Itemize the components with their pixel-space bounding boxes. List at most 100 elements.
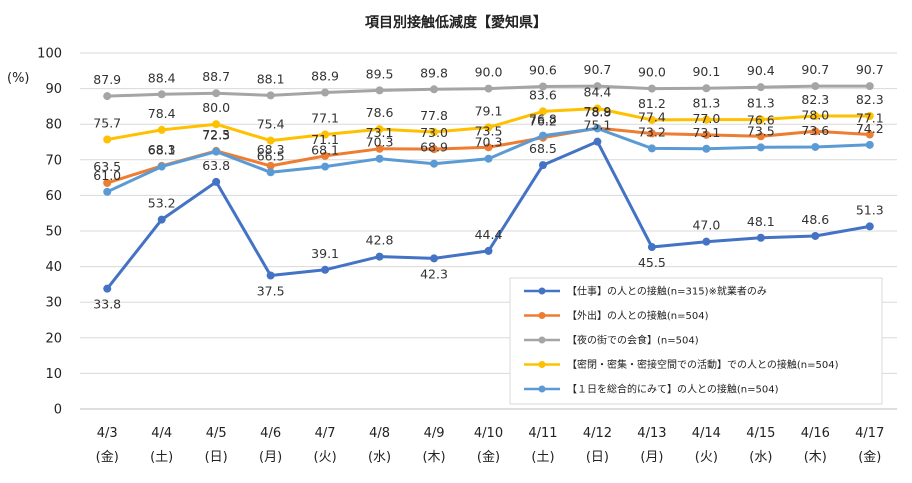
x-tick-label: 4/17 (855, 426, 884, 441)
x-tick-label: 4/12 (583, 426, 612, 441)
data-point (321, 88, 330, 97)
data-label: 77.1 (856, 111, 884, 126)
y-axis-ticks: 0 10 20 30 40 50 60 70 80 90 100 (37, 47, 62, 418)
data-label: 39.1 (311, 246, 339, 261)
data-point (593, 137, 602, 146)
data-point (484, 143, 493, 152)
data-point (103, 284, 112, 293)
data-label: 63.8 (202, 158, 230, 173)
data-label: 90.0 (475, 65, 503, 80)
data-label: 72.3 (202, 128, 230, 143)
data-label: 79.1 (475, 103, 503, 118)
data-label: 81.3 (692, 96, 720, 111)
data-point (756, 143, 765, 152)
x-tick-weekday: (月) (640, 450, 663, 465)
y-tick-label: 30 (45, 296, 62, 311)
data-label: 90.1 (692, 64, 720, 79)
data-point (647, 84, 656, 93)
data-label: 83.6 (529, 87, 557, 102)
y-tick-label: 100 (37, 47, 62, 62)
data-label: 84.4 (584, 85, 612, 100)
legend-label: 【１日を総合的にみて】の人との接触(n=504) (567, 383, 779, 396)
data-point (430, 128, 439, 137)
data-point (702, 84, 711, 93)
data-point (321, 162, 330, 171)
data-point (266, 271, 275, 280)
data-label: 80.0 (202, 100, 230, 115)
data-label: 44.4 (475, 227, 503, 242)
data-labels: 33.8 53.2 63.8 37.5 39.1 42.8 42.3 44.4 68.5 75.1… (93, 62, 883, 312)
data-label: 70.3 (366, 135, 394, 150)
data-point (865, 222, 874, 231)
y-tick-label: 60 (45, 189, 62, 204)
x-tick-weekday: (土) (150, 450, 173, 465)
x-tick-label: 4/15 (746, 426, 775, 441)
data-point (430, 159, 439, 168)
data-point (375, 252, 384, 261)
data-point (811, 231, 820, 240)
data-label: 82.3 (801, 92, 829, 107)
data-label: 77.1 (311, 111, 339, 126)
x-tick-label: 4/14 (692, 426, 721, 441)
y-tick-label: 0 (54, 403, 62, 418)
x-axis-labels: 4/3 (金) 4/4 (土) 4/5 (日) 4/6 (月) 4/7 (火) 4/8 (水) 4/9 (… (96, 426, 885, 465)
data-point (865, 130, 874, 139)
data-point (538, 131, 547, 140)
data-point (865, 112, 874, 121)
data-label: 78.8 (584, 104, 612, 119)
data-label: 77.4 (638, 109, 666, 124)
data-label: 81.3 (747, 96, 775, 111)
data-point (321, 265, 330, 274)
data-point (266, 168, 275, 177)
x-tick-label: 4/8 (369, 426, 390, 441)
data-point (103, 187, 112, 196)
x-tick-label: 4/4 (151, 426, 172, 441)
data-label: 88.9 (311, 69, 339, 84)
data-label: 68.1 (148, 143, 176, 158)
data-point (375, 86, 384, 95)
data-label: 89.5 (366, 66, 394, 81)
y-tick-label: 20 (45, 331, 62, 346)
data-label: 71.1 (311, 132, 339, 147)
data-label: 77.0 (692, 111, 720, 126)
data-label: 68.9 (420, 140, 448, 155)
x-tick-weekday: (火) (695, 450, 718, 465)
legend-label: 【仕事】の人との接触(n=315)※就業者のみ (567, 285, 767, 298)
legend-label: 【外出】の人との接触(n=504) (567, 309, 709, 322)
data-label: 73.5 (475, 123, 503, 138)
data-point (484, 154, 493, 163)
data-point (375, 144, 384, 153)
x-tick-weekday: (月) (259, 450, 282, 465)
x-tick-weekday: (木) (804, 450, 827, 465)
data-point (538, 107, 547, 116)
data-point (103, 92, 112, 101)
data-label: 77.8 (420, 108, 448, 123)
x-tick-weekday: (土) (531, 450, 554, 465)
data-label: 90.6 (529, 62, 557, 77)
data-point (756, 132, 765, 141)
data-label: 76.8 (529, 112, 557, 127)
data-point (538, 82, 547, 91)
legend-label: 【夜の街での会食】(n=504) (567, 334, 699, 347)
data-point (375, 154, 384, 163)
data-label: 68.3 (148, 142, 176, 157)
data-label: 73.1 (692, 125, 720, 140)
data-label: 66.5 (257, 148, 285, 163)
x-tick-label: 4/3 (97, 426, 118, 441)
data-label: 42.8 (366, 233, 394, 248)
x-tick-label: 4/13 (637, 426, 666, 441)
data-label: 81.2 (638, 96, 666, 111)
data-point (266, 91, 275, 100)
data-label: 88.4 (148, 70, 176, 85)
x-tick-weekday: (日) (205, 450, 228, 465)
data-label: 74.2 (856, 121, 884, 136)
data-point (593, 82, 602, 91)
data-point (702, 130, 711, 139)
data-label: 53.2 (148, 196, 176, 211)
data-point (266, 161, 275, 170)
data-point (538, 161, 547, 170)
x-tick-weekday: (水) (368, 450, 391, 465)
data-label: 75.1 (584, 118, 612, 133)
legend-marker (538, 312, 546, 319)
